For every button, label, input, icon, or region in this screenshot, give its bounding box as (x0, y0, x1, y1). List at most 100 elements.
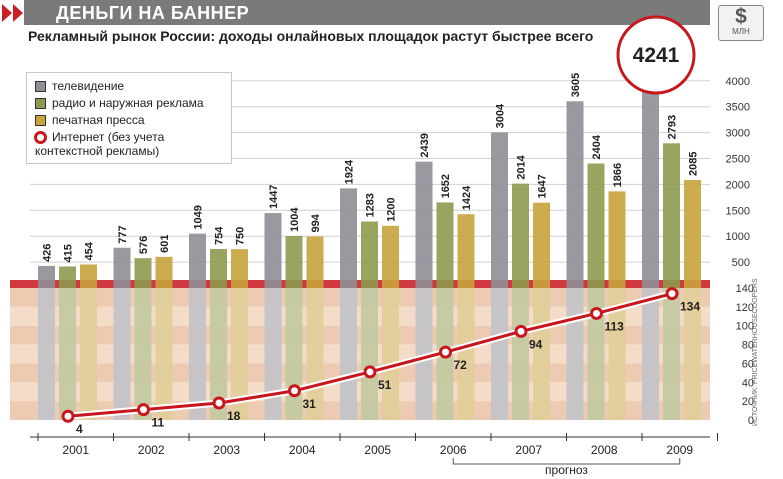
bar-value-label: 2793 (667, 115, 679, 139)
bar (189, 233, 206, 420)
y-tick-label: 3000 (726, 128, 750, 140)
bar (340, 188, 357, 420)
bar (457, 214, 475, 420)
point-value-label: 113 (605, 319, 625, 333)
bar-fade (608, 288, 626, 420)
line-point (665, 287, 679, 301)
bar (436, 202, 454, 420)
bar-fade (134, 288, 152, 420)
point-value-label: 11 (152, 416, 165, 430)
bar-fade (533, 288, 550, 420)
bar-value-label: 3605 (570, 73, 582, 97)
bar-value-label: 454 (84, 241, 96, 260)
bar (491, 132, 508, 420)
bar-value-label: 750 (235, 227, 247, 245)
bar (155, 256, 173, 420)
bar (80, 264, 97, 420)
y2-tick-label: 80 (742, 340, 754, 352)
y2-tick-label: 60 (742, 358, 754, 370)
bar-value-label: 1200 (386, 197, 398, 221)
unit-label: МЛН (732, 27, 750, 36)
bar-fade (415, 288, 433, 420)
bar-value-label: 1866 (612, 163, 624, 187)
y-tick-label: 4000 (726, 76, 750, 88)
bar-fade (361, 288, 378, 420)
y-tick-label: 1500 (726, 205, 750, 217)
bar (264, 213, 282, 420)
line-point (363, 365, 377, 379)
bar (684, 179, 701, 420)
bar (210, 248, 227, 420)
bar-fade (210, 288, 227, 420)
point-value-label: 94 (529, 337, 543, 351)
y2-tick-label: 20 (742, 396, 754, 408)
bar-value-label: 576 (138, 236, 150, 254)
bar (533, 202, 550, 420)
legend-swatch (35, 115, 46, 126)
forecast-bracket (452, 458, 681, 465)
bar-value-label: 994 (310, 213, 322, 232)
line-point (61, 409, 75, 423)
y2-tick-label: 0 (748, 415, 754, 427)
x-tick-label: 2008 (591, 443, 618, 457)
title-arrow-icon (13, 4, 23, 22)
point-value-label: 4 (76, 422, 83, 436)
bar-fade (663, 288, 680, 420)
line-point (137, 403, 150, 417)
bar-value-label: 1424 (461, 185, 473, 210)
x-tick-label: 2007 (515, 443, 542, 457)
bar-value-label: 1924 (344, 159, 356, 184)
x-tick-label: 2001 (62, 443, 89, 457)
bar-fade (231, 288, 248, 420)
highlight-value: 4241 (633, 44, 680, 67)
bar-fade (264, 288, 282, 420)
bar (113, 247, 131, 420)
bar-fade (80, 288, 97, 420)
bar-fade (59, 288, 76, 420)
y2-tick-label: 100 (736, 321, 754, 333)
line-point (212, 396, 226, 410)
line-point (590, 306, 603, 320)
source-note: ИСТОЧНИК: PRICEWATERHOUSECOOPERS (752, 278, 759, 426)
bar-fade (491, 288, 508, 420)
bar-value-label: 1652 (440, 174, 452, 198)
bar-fade (285, 288, 303, 420)
bar (566, 101, 584, 421)
bar (663, 143, 680, 420)
bar-fade (587, 288, 605, 420)
legend-swatch (35, 81, 46, 92)
bar-fade (113, 288, 131, 420)
bar-value-label: 2439 (419, 133, 431, 157)
bar-value-label: 1447 (268, 185, 280, 209)
bar-value-label: 1004 (289, 207, 301, 232)
legend-label: печатная пресса (52, 113, 145, 127)
band-header (10, 280, 710, 288)
x-tick-label: 2005 (364, 443, 391, 457)
bar-value-label: 754 (214, 226, 226, 245)
bar-value-label: 1049 (193, 205, 205, 229)
bar-fade (684, 288, 701, 420)
bar-value-label: 2014 (516, 154, 528, 179)
point-value-label: 18 (227, 409, 241, 423)
bar-fade (642, 288, 659, 420)
bar-value-label: 1647 (537, 174, 549, 198)
point-value-label: 51 (378, 378, 392, 392)
point-value-label: 31 (303, 397, 317, 411)
unit-badge: $ МЛН (718, 5, 764, 41)
y-tick-label: 3500 (726, 102, 750, 114)
line-point (439, 345, 452, 359)
bar-value-label: 1283 (365, 193, 377, 217)
x-tick-label: 2006 (440, 443, 467, 457)
x-tick-label: 2002 (138, 443, 165, 457)
bar-value-label: 2085 (688, 152, 700, 176)
bar (231, 249, 248, 420)
bar-fade (566, 288, 584, 420)
bar-value-label: 3004 (495, 103, 507, 128)
bar-fade (189, 288, 206, 420)
bar (306, 236, 324, 420)
y-tick-label: 2000 (726, 179, 750, 191)
legend-swatch (35, 98, 46, 109)
page-title: ДЕНЬГИ НА БАННЕР (56, 3, 250, 23)
x-tick-label: 2003 (213, 443, 240, 457)
